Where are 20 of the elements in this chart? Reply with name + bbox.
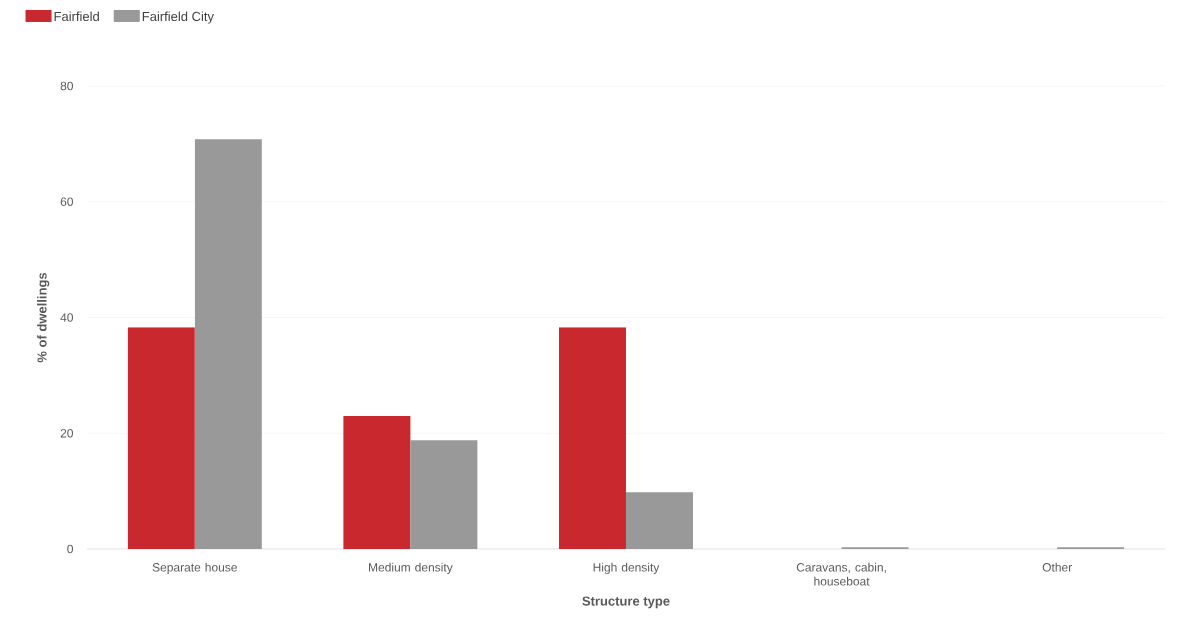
y-tick-label: 60 — [60, 197, 73, 206]
y-tick-label: 20 — [60, 429, 73, 438]
y-tick-label: 80 — [60, 81, 73, 91]
x-tick-label: Caravans, cabin, houseboat — [796, 562, 886, 586]
x-tick-label: High density — [593, 562, 660, 574]
y-tick-label: 40 — [60, 313, 73, 322]
legend-label: Fairfield — [54, 11, 99, 22]
x-tick-label: Medium density — [369, 562, 453, 574]
legend-label: Fairfield City — [142, 11, 214, 24]
bar — [343, 415, 411, 549]
bar — [127, 327, 195, 549]
bar — [558, 327, 626, 549]
bar — [410, 440, 478, 549]
y-axis-title: % of dwellings — [37, 272, 50, 363]
x-tick-label: Other — [1042, 562, 1072, 572]
bar — [194, 139, 262, 549]
x-axis-title: Structure type — [582, 596, 670, 609]
x-tick-label: Separate house — [152, 562, 237, 574]
bar — [625, 492, 693, 549]
y-tick-label: 0 — [67, 544, 73, 554]
